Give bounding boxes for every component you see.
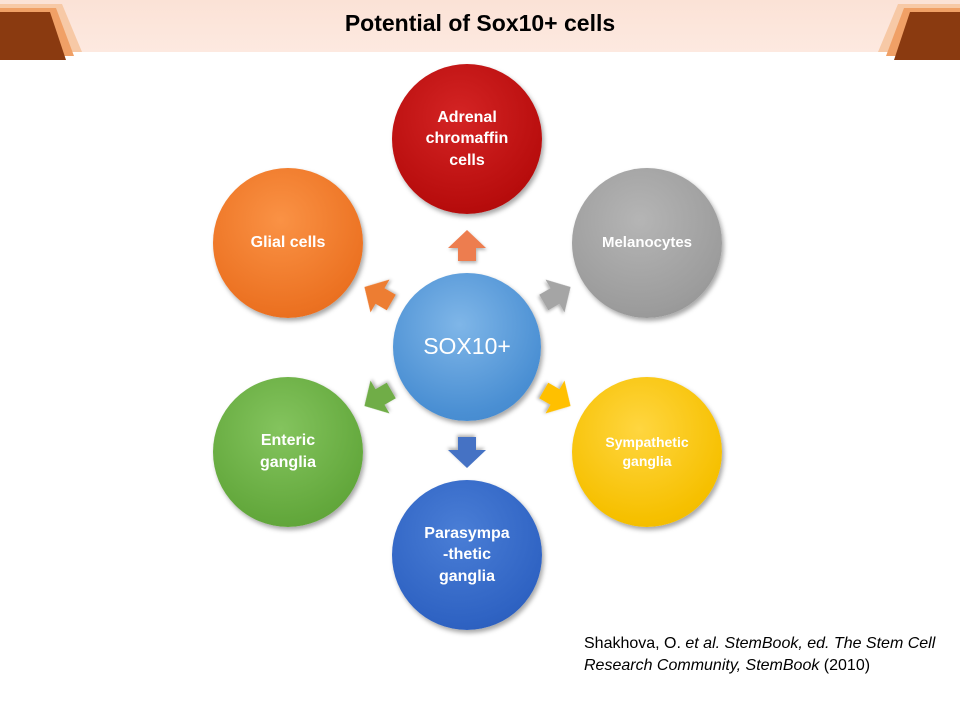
node-glial-label: Glial cells [250,234,326,252]
arrow-to-glial [364,279,396,313]
node-parasympathetic-label: Parasympa -thetic ganglia [424,524,510,585]
node-sympathetic-label: Sympathetic ganglia [605,434,689,469]
citation-year: (2010) [819,657,871,674]
arrow-to-sympathetic [539,380,571,414]
node-sox10-label: SOX10+ [423,333,511,360]
left-corner-decoration [0,4,82,60]
node-enteric-label: Enteric ganglia [259,432,316,471]
right-corner-decoration [878,4,960,60]
slide-title: Potential of Sox10+ cells [344,10,616,36]
node-enteric-ganglia: Enteric ganglia [213,377,363,527]
citation-author: Shakhova, O. [584,635,686,652]
citation-etal: et al. [685,635,721,652]
arrow-to-melanocytes [539,279,571,313]
node-glial-cells: Glial cells [213,168,363,318]
title-band [0,0,960,52]
citation-source: StemBook, ed. The Stem Cell Research Com… [584,635,936,674]
citation: Shakhova, O. et al. StemBook, ed. The St… [584,633,954,677]
node-adrenal-label: Adrenal chromaffin cells [425,108,509,169]
node-sympathetic-ganglia: Sympathetic ganglia [572,377,722,527]
arrow-to-parasympathetic [448,437,486,468]
node-parasympathetic-ganglia: Parasympa -thetic ganglia [392,480,542,630]
node-melanocytes-label: Melanocytes [601,233,693,251]
arrow-to-adrenal [448,230,486,261]
arrow-to-enteric [364,380,396,414]
node-melanocytes: Melanocytes [572,168,722,318]
node-adrenal-chromaffin-cells: Adrenal chromaffin cells [392,64,542,214]
node-sox10: SOX10+ [393,273,541,421]
